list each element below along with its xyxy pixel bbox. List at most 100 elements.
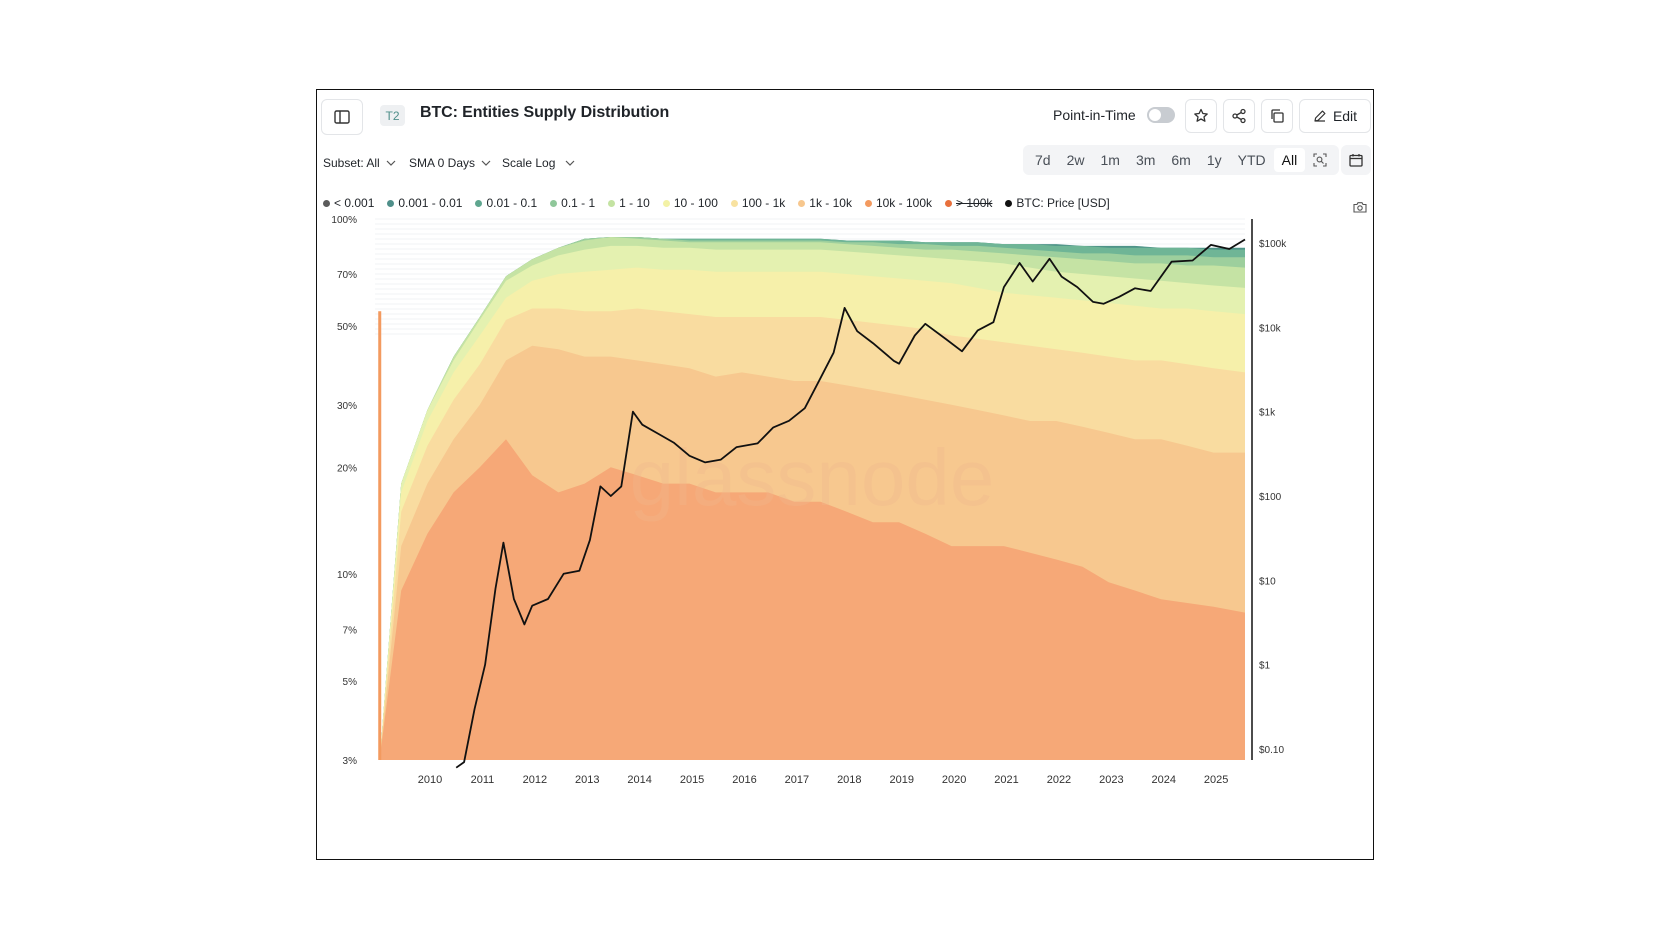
left-tick-label: 50%	[337, 322, 357, 333]
legend-label: < 0.001	[334, 196, 375, 210]
legend-item[interactable]: 100 - 1k	[730, 196, 785, 210]
genesis-band	[378, 311, 382, 760]
x-tick-label: 2012	[523, 774, 547, 786]
legend-item[interactable]: 1k - 10k	[798, 196, 852, 210]
duplicate-button[interactable]	[1261, 99, 1293, 133]
legend-item[interactable]: > 100k	[945, 196, 992, 210]
legend-swatch	[945, 199, 952, 207]
x-tick-label: 2013	[575, 774, 599, 786]
calendar-icon	[1349, 154, 1363, 167]
sma-value: SMA 0 Days	[409, 156, 476, 170]
legend-label: 0.001 - 0.01	[398, 196, 463, 210]
legend-item[interactable]: 1 - 10	[608, 196, 650, 210]
chart-canvas: glassnode 3% 5% 7% 10% 20% 30% 50% 70% 100% $0.10 $…	[331, 215, 1287, 786]
sma-select[interactable]: SMA 0 Days	[409, 156, 491, 170]
page-title: BTC: Entities Supply Distribution	[420, 104, 670, 121]
left-tick-label: 5%	[343, 677, 358, 688]
right-tick-label: $100	[1259, 492, 1282, 503]
left-tick-label: 3%	[343, 756, 358, 767]
legend-label: > 100k	[956, 196, 993, 210]
price-line	[455, 238, 1246, 769]
legend-swatch	[475, 199, 483, 207]
range-3m[interactable]: 3m	[1135, 152, 1156, 168]
pencil-icon	[1314, 110, 1326, 122]
legend-swatch	[798, 199, 806, 207]
left-tick-label: 70%	[337, 270, 357, 281]
x-tick-label: 2025	[1204, 774, 1228, 786]
x-tick-label: 2022	[1047, 774, 1071, 786]
x-tick-label: 2017	[785, 774, 809, 786]
x-tick-label: 2014	[627, 774, 651, 786]
range-ytd[interactable]: YTD	[1237, 152, 1266, 168]
range-all[interactable]: All	[1273, 148, 1306, 172]
legend-label: 10 - 100	[673, 196, 718, 210]
x-tick-label: 2010	[418, 774, 442, 786]
scale-select[interactable]: Scale Log	[502, 156, 575, 170]
chart-legend: < 0.001 0.001 - 0.01 0.01 - 0.1 0.1 - 1 1 - …	[323, 196, 1110, 210]
sidebar-toggle-button[interactable]	[321, 99, 363, 135]
chevron-down-icon	[386, 160, 396, 166]
date-picker-button[interactable]	[1341, 145, 1371, 175]
x-tick-label: 2021	[994, 774, 1018, 786]
x-tick-label: 2020	[942, 774, 966, 786]
legend-swatch	[864, 199, 872, 207]
tier-badge: T2	[380, 105, 405, 126]
subset-value: Subset: All	[323, 156, 380, 170]
right-tick-label: $0.10	[1259, 745, 1284, 756]
scale-value: Scale Log	[502, 156, 556, 170]
legend-swatch	[387, 199, 395, 207]
left-tick-label: 7%	[343, 625, 358, 636]
legend-label: 0.1 - 1	[561, 196, 596, 210]
legend-label: 1k - 10k	[809, 196, 852, 210]
camera-icon	[1353, 202, 1367, 213]
subset-select[interactable]: Subset: All	[323, 156, 396, 170]
left-tick-label: 30%	[337, 401, 357, 412]
star-icon	[1194, 108, 1208, 122]
share-icon	[1232, 108, 1246, 124]
zoom-button[interactable]	[1305, 148, 1335, 172]
legend-swatch	[608, 199, 616, 207]
area-band	[380, 439, 1245, 760]
x-tick-label: 2015	[680, 774, 704, 786]
legend-item[interactable]: 0.1 - 1	[550, 196, 595, 210]
share-button[interactable]	[1223, 99, 1255, 133]
legend-label: 1 - 10	[619, 196, 650, 210]
zoom-select-icon	[1313, 153, 1327, 167]
range-1m[interactable]: 1m	[1100, 152, 1120, 168]
legend-item[interactable]: 10 - 100	[662, 196, 718, 210]
legend-item[interactable]: BTC: Price [USD]	[1005, 196, 1110, 210]
legend-item[interactable]: 0.001 - 0.01	[387, 196, 462, 210]
chart-panel: T2 BTC: Entities Supply Distribution Poi…	[316, 89, 1374, 860]
legend-swatch	[550, 199, 558, 207]
edit-button[interactable]: Edit	[1299, 99, 1371, 133]
right-tick-label: $10	[1259, 576, 1276, 587]
range-6m[interactable]: 6m	[1171, 152, 1191, 168]
watermark: glassnode	[630, 433, 995, 522]
legend-swatch	[1005, 199, 1013, 207]
point-in-time-label: Point-in-Time	[1053, 107, 1136, 123]
right-tick-label: $100k	[1259, 239, 1287, 250]
legend-label: 0.01 - 0.1	[486, 196, 538, 210]
range-2w[interactable]: 2w	[1066, 152, 1085, 168]
right-tick-label: $10k	[1259, 323, 1282, 334]
left-tick-label: 10%	[337, 570, 357, 581]
legend-item[interactable]: 0.01 - 0.1	[475, 196, 537, 210]
range-1y[interactable]: 1y	[1206, 152, 1222, 168]
point-in-time-toggle[interactable]	[1147, 107, 1175, 123]
time-range-selector: 7d 2w 1m 3m 6m 1y YTD All	[1023, 145, 1340, 175]
legend-item[interactable]: 10k - 100k	[864, 196, 932, 210]
x-tick-label: 2011	[471, 774, 495, 786]
right-tick-label: $1k	[1259, 408, 1276, 419]
screenshot-button[interactable]	[1353, 200, 1367, 218]
legend-swatch	[730, 199, 738, 207]
legend-swatch	[662, 199, 670, 207]
chevron-down-icon	[565, 160, 575, 166]
range-7d[interactable]: 7d	[1035, 152, 1051, 168]
legend-label: 10k - 100k	[875, 196, 932, 210]
copy-icon	[1271, 109, 1284, 123]
left-tick-label: 100%	[331, 215, 357, 226]
legend-item[interactable]: < 0.001	[323, 196, 374, 210]
panel-header: T2 BTC: Entities Supply Distribution Poi…	[317, 90, 1373, 142]
legend-swatch	[323, 199, 330, 207]
favorite-button[interactable]	[1185, 99, 1217, 133]
